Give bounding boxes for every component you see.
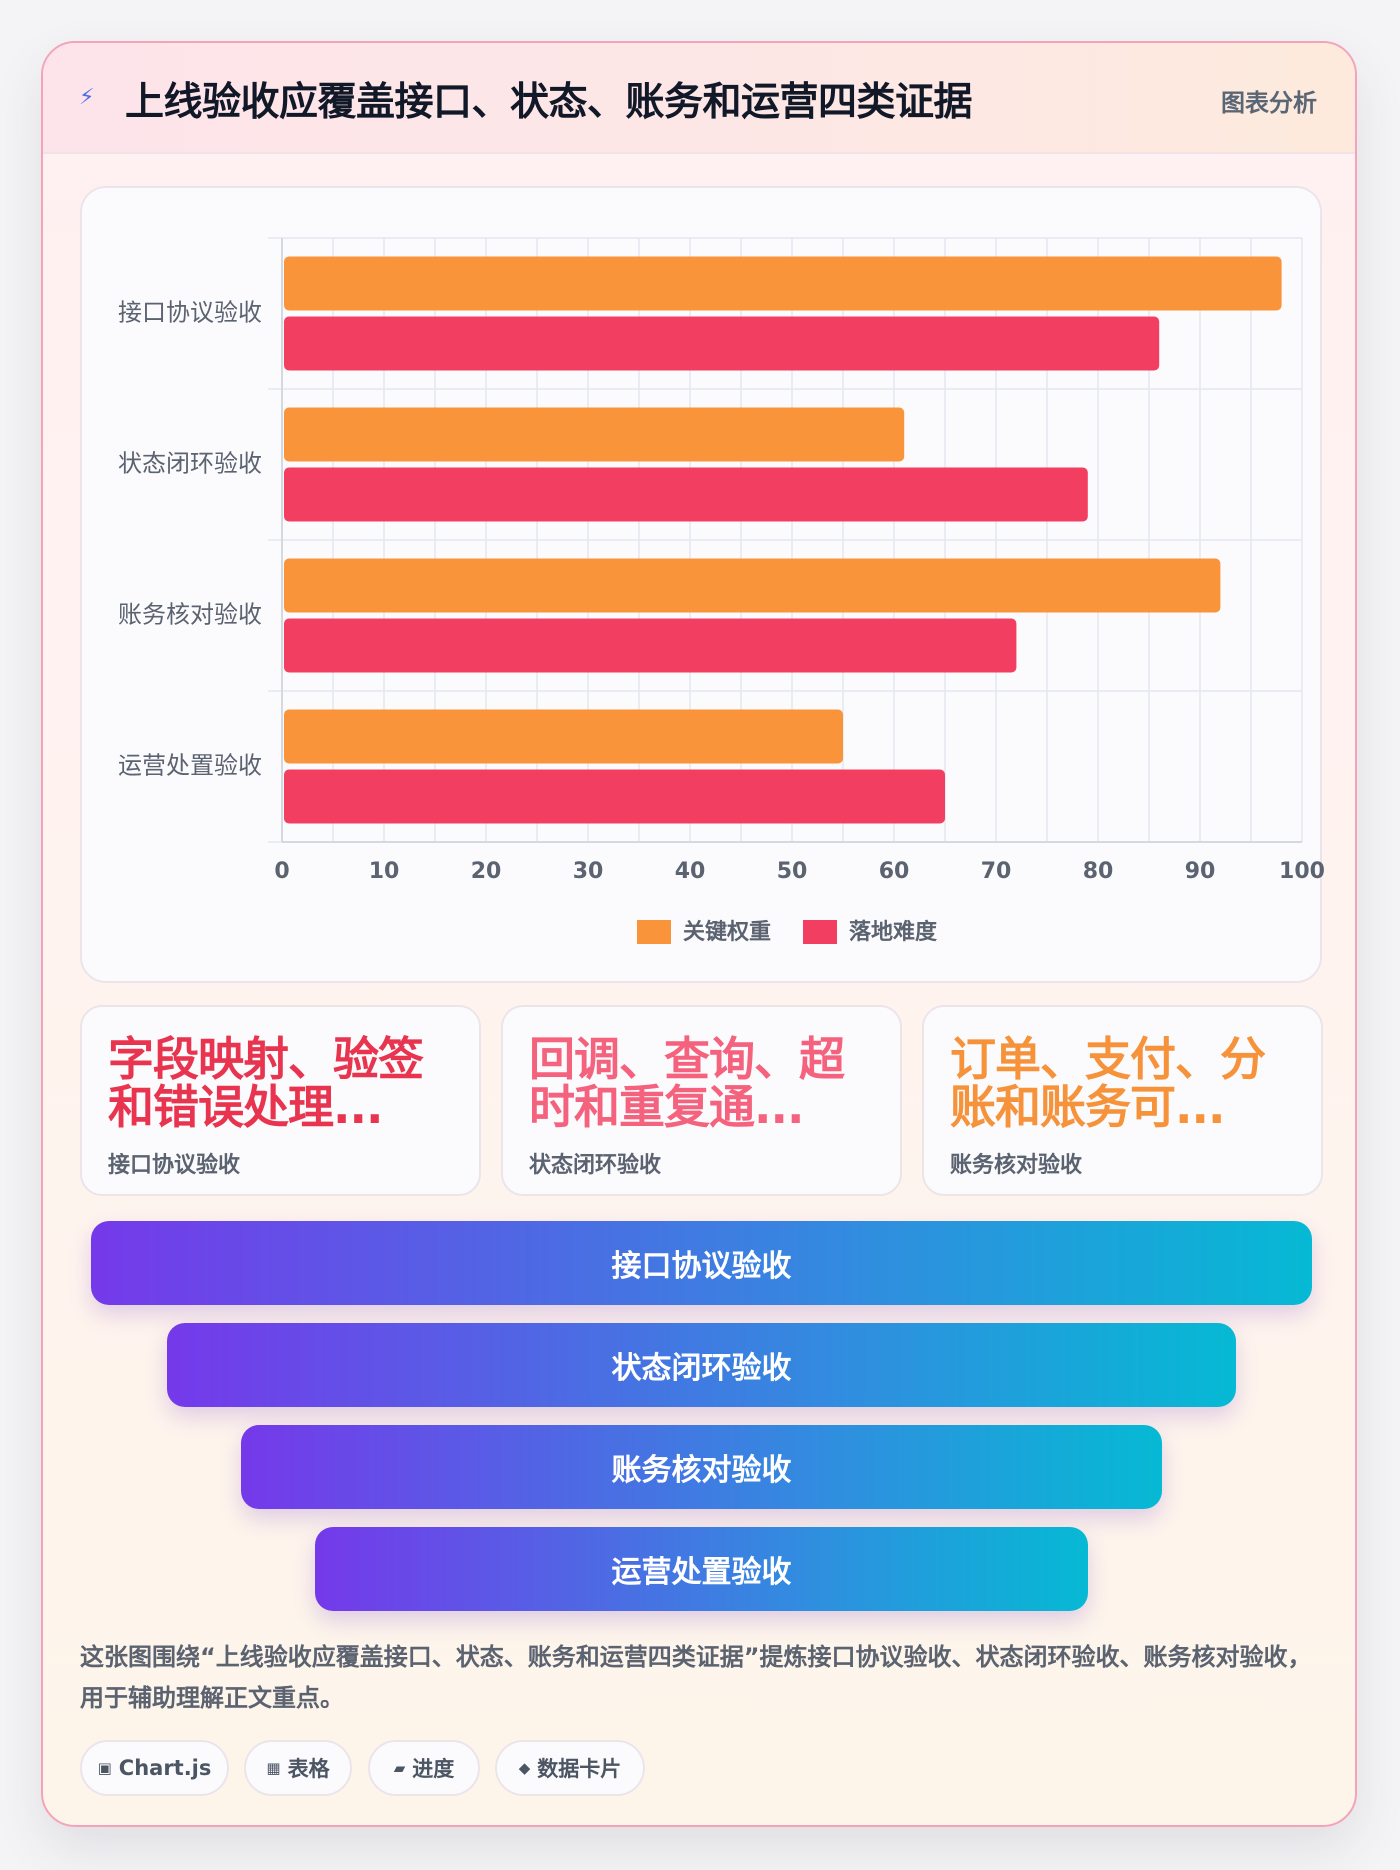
metric-label: 状态闭环验收 — [529, 1153, 662, 1178]
metric-card-interface: 字段映射、验签和错误处理... 接口协议验收 — [80, 1005, 481, 1196]
bar — [284, 467, 1088, 522]
x-tick-label: 100 — [1279, 859, 1324, 884]
legend-label: 关键权重 — [683, 919, 771, 945]
progress-icon: ▰ — [393, 1759, 406, 1777]
metric-card-state: 回调、查询、超时和重复通... 状态闭环验收 — [501, 1005, 902, 1196]
card-title: 上线验收应覆盖接口、状态、账务和运营四类证据 — [125, 80, 973, 125]
legend-swatch — [803, 920, 837, 944]
bar — [284, 558, 1221, 613]
funnel-step-4: 运营处置验收 — [315, 1527, 1088, 1611]
y-tick-label: 接口协议验收 — [118, 299, 262, 327]
chip-label: 进度 — [412, 1757, 455, 1781]
metric-label: 接口协议验收 — [108, 1153, 241, 1178]
diamond-icon: ◆ — [518, 1759, 531, 1777]
funnel-step-2: 状态闭环验收 — [167, 1323, 1236, 1407]
x-tick-label: 10 — [369, 859, 400, 884]
metric-value: 订单、支付、分账和账务可... — [950, 1032, 1266, 1134]
legend-label: 落地难度 — [849, 919, 938, 945]
lightning-icon: ⚡ — [79, 85, 95, 110]
table-icon: ▦ — [266, 1759, 281, 1777]
bar — [284, 769, 945, 824]
metric-value: 字段映射、验签和错误处理... — [108, 1032, 424, 1134]
y-tick-label: 状态闭环验收 — [118, 450, 262, 478]
bar-chart-panel: 接口协议验收 状态闭环验收 账务核对验收 运营处置验收 0 10 20 30 40 50 60 70 8… — [80, 186, 1324, 983]
chart-card: ⚡ 上线验收应覆盖接口、状态、账务和运营四类证据 图表分析 接口协议验收 状态闭环… — [41, 41, 1357, 1827]
x-tick-label: 50 — [777, 859, 808, 884]
chart-type-tag: 图表分析 — [1221, 89, 1317, 117]
bar — [284, 316, 1160, 371]
x-tick-label: 80 — [1083, 859, 1114, 884]
funnel-step-3: 账务核对验收 — [241, 1425, 1162, 1509]
chip-data-card[interactable]: ◆ 数据卡片 — [495, 1740, 645, 1796]
chip-progress[interactable]: ▰ 进度 — [368, 1740, 480, 1796]
chip-label: Chart.js — [118, 1756, 212, 1780]
x-tick-label: 0 — [274, 859, 289, 884]
bar — [284, 407, 905, 462]
legend-swatch — [637, 920, 671, 944]
chip-chartjs[interactable]: ▣ Chart.js — [80, 1740, 229, 1796]
x-tick-label: 60 — [879, 859, 910, 884]
x-tick-label: 40 — [675, 859, 706, 884]
funnel-step-1: 接口协议验收 — [91, 1221, 1312, 1305]
metric-card-accounting: 订单、支付、分账和账务可... 账务核对验收 — [922, 1005, 1323, 1196]
bar — [284, 709, 843, 764]
card-header: ⚡ 上线验收应覆盖接口、状态、账务和运营四类证据 图表分析 — [43, 43, 1355, 154]
y-tick-label: 账务核对验收 — [118, 601, 262, 629]
bar — [284, 256, 1282, 311]
bar — [284, 618, 1017, 673]
chip-label: 表格 — [287, 1757, 330, 1781]
x-tick-label: 70 — [981, 859, 1012, 884]
x-tick-label: 20 — [471, 859, 502, 884]
chart-description: 这张图围绕“上线验收应覆盖接口、状态、账务和运营四类证据”提炼接口协议验收、状态… — [80, 1643, 1312, 1712]
chart-icon: ▣ — [97, 1759, 112, 1777]
x-tick-label: 90 — [1185, 859, 1216, 884]
x-tick-label: 30 — [573, 859, 604, 884]
chip-label: 数据卡片 — [537, 1757, 622, 1781]
metric-label: 账务核对验收 — [950, 1153, 1083, 1178]
y-tick-label: 运营处置验收 — [118, 752, 262, 780]
chip-table[interactable]: ▦ 表格 — [244, 1740, 352, 1796]
metric-value: 回调、查询、超时和重复通... — [529, 1032, 845, 1134]
